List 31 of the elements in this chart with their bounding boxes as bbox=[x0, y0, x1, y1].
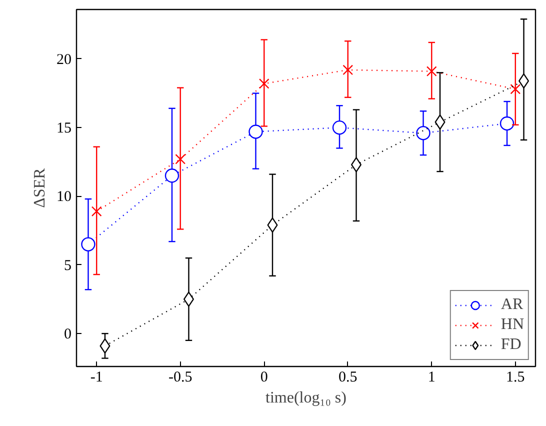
legend-label: FD bbox=[500, 336, 522, 354]
point bbox=[175, 154, 186, 164]
point bbox=[164, 168, 180, 183]
x-axis-title: time(log₁₀ s) bbox=[266, 390, 346, 406]
y-axis-title: ΔSER bbox=[32, 168, 48, 208]
y-tick-label: 20 bbox=[56, 52, 72, 68]
y-tick-label: 5 bbox=[64, 258, 72, 274]
point bbox=[500, 116, 514, 131]
y-tick-label: 10 bbox=[56, 189, 72, 206]
point bbox=[350, 157, 362, 172]
point bbox=[510, 84, 521, 94]
point bbox=[258, 78, 270, 89]
y-tick-label: 0 bbox=[64, 326, 72, 343]
point bbox=[81, 237, 96, 252]
point bbox=[332, 120, 347, 135]
x-tick-label: 1 bbox=[428, 370, 436, 386]
x-tick-label: 1.5 bbox=[506, 370, 525, 386]
x-tick-label: 0.5 bbox=[338, 370, 358, 386]
point bbox=[183, 292, 194, 307]
point bbox=[91, 206, 102, 217]
x-tick-label: -0.5 bbox=[168, 370, 192, 386]
legend-label: AR bbox=[500, 296, 524, 314]
y-tick-label: 15 bbox=[56, 120, 72, 137]
point bbox=[426, 66, 437, 76]
point bbox=[342, 64, 354, 76]
legend-label: HN bbox=[500, 316, 524, 334]
point bbox=[518, 73, 530, 88]
x-tick-label: -1 bbox=[90, 370, 103, 386]
point bbox=[248, 124, 263, 139]
x-tick-label: 0 bbox=[260, 370, 268, 386]
point bbox=[416, 126, 430, 140]
